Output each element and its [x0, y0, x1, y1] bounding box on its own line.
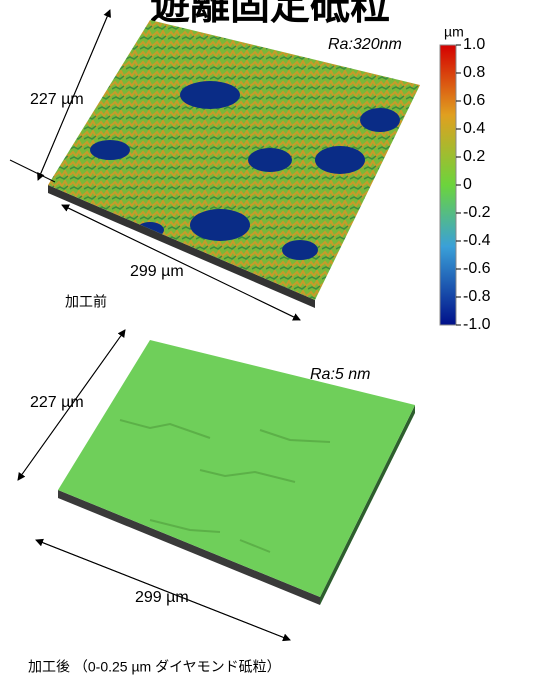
length-label: 299 µm [130, 263, 184, 280]
roughness: Ra:5 nm [310, 366, 370, 383]
tick-label: 0.2 [463, 148, 485, 165]
width-label: 227 µm [30, 91, 84, 108]
figure: 遊離固定砥粒 227 µm 299 µm 加工前 Ra:320nm µm 1.0… [0, 0, 533, 687]
tick-label: -0.6 [463, 260, 491, 277]
rough-surface [48, 20, 420, 308]
tick-label: -0.2 [463, 204, 491, 221]
caption: 加工後 （0-0.25 µm ダイヤモンド砥粒） [28, 659, 281, 675]
tick-label: 0 [463, 176, 472, 193]
tick-label: 0.8 [463, 64, 485, 81]
tick-label: -0.4 [463, 232, 491, 249]
tick-label: -0.8 [463, 288, 491, 305]
title: 遊離固定砥粒 [150, 0, 390, 28]
tick-label: 0.4 [463, 120, 485, 137]
colorbar-unit: µm [444, 24, 464, 40]
caption: 加工前 [65, 294, 107, 310]
colorbar-scale [440, 45, 456, 325]
length-label: 299 µm [135, 589, 189, 606]
roughness: Ra:320nm [328, 36, 402, 53]
width-label: 227 µm [30, 394, 84, 411]
tick-label: 1.0 [463, 36, 485, 53]
colorbar: µm 1.0 0.8 0.6 0.4 0.2 0 -0.2 -0.4 -0.6 -0.8 -1.0 [440, 24, 491, 334]
tick-label: 0.6 [463, 92, 485, 109]
tick-label: -1.0 [463, 316, 491, 333]
